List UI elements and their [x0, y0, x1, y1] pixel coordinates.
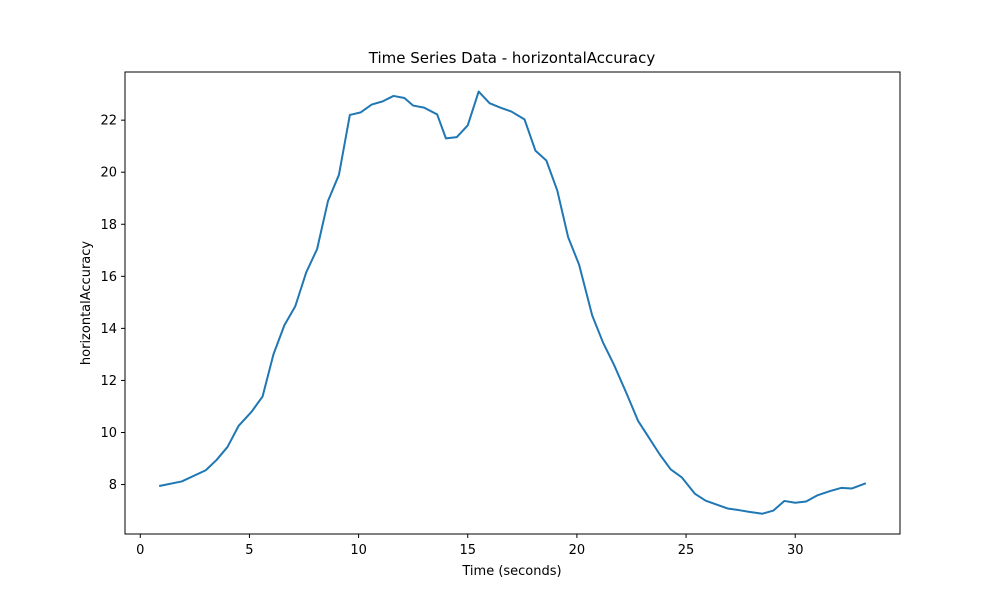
y-tick-label: 10	[100, 426, 117, 441]
y-axis-ticks: 8 10 12 14 16 18 20 22	[100, 114, 125, 493]
x-tick-label: 20	[569, 543, 586, 558]
y-tick-label: 20	[100, 166, 117, 181]
y-tick-label: 8	[109, 478, 117, 493]
y-tick-label: 16	[100, 270, 117, 285]
x-tick-label: 0	[136, 543, 144, 558]
x-tick-label: 5	[245, 543, 253, 558]
y-tick-label: 14	[100, 322, 117, 337]
x-tick-label: 15	[459, 543, 476, 558]
y-tick-label: 18	[100, 218, 117, 233]
y-axis-label: horizontalAccuracy	[79, 241, 94, 365]
x-axis-ticks: 0 5 10 15 20 25 30	[136, 534, 803, 558]
y-tick-label: 12	[100, 374, 117, 389]
y-tick-label: 22	[100, 114, 117, 129]
x-axis-label: Time (seconds)	[461, 564, 561, 579]
x-tick-label: 30	[787, 543, 804, 558]
plot-frame	[124, 71, 901, 535]
series-line	[158, 90, 867, 515]
x-tick-label: 25	[678, 543, 695, 558]
x-tick-label: 10	[350, 543, 367, 558]
chart-title: Time Series Data - horizontalAccuracy	[368, 49, 656, 67]
